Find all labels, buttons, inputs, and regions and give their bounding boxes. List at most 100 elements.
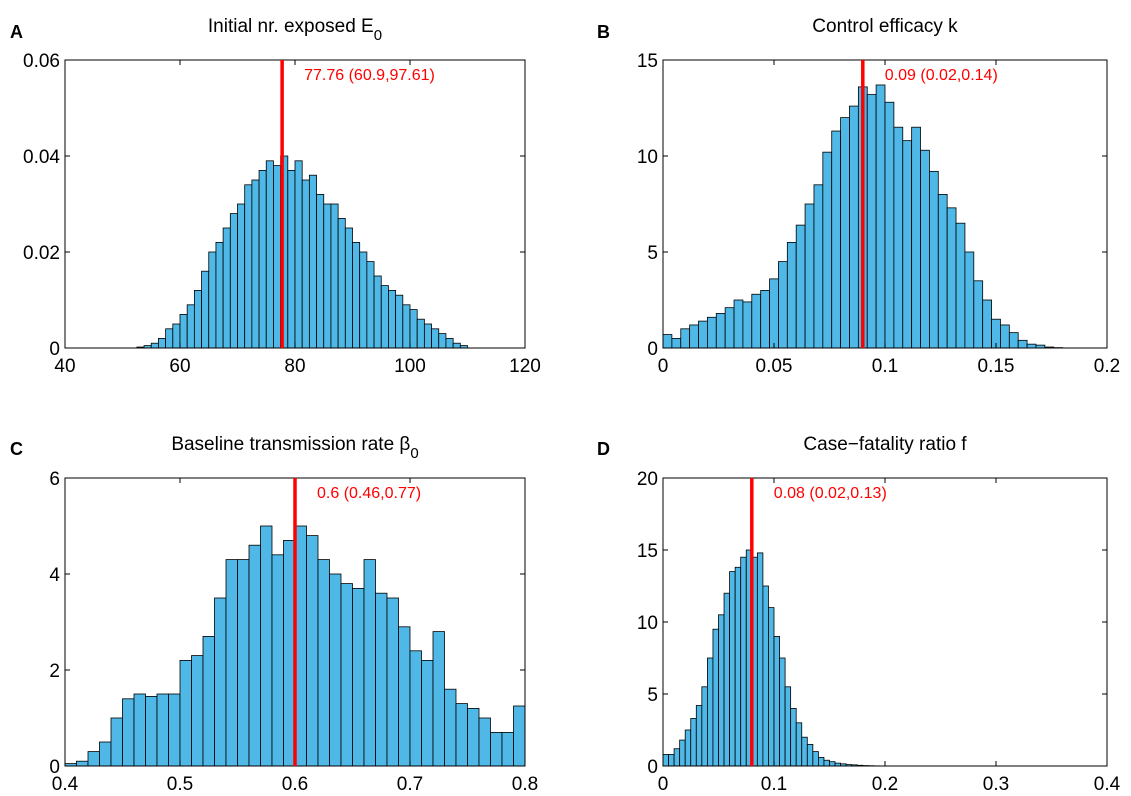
bar — [201, 270, 210, 349]
bar — [1008, 332, 1019, 349]
bar — [260, 525, 273, 767]
bar — [823, 759, 830, 767]
bar — [769, 278, 779, 349]
bar — [409, 650, 422, 767]
bar — [715, 313, 726, 349]
bar — [156, 693, 169, 767]
x-tick-label: 0.4 — [1094, 774, 1121, 795]
bar — [344, 227, 353, 349]
bar — [760, 289, 770, 349]
bar — [409, 309, 418, 349]
bar — [287, 169, 296, 349]
x-tick-label: 0.2 — [872, 774, 898, 795]
bar — [467, 708, 480, 767]
title-subscript: 0 — [374, 27, 382, 44]
bar — [680, 328, 691, 349]
bar — [229, 213, 238, 349]
bar — [363, 559, 376, 767]
bar — [690, 718, 697, 767]
bar — [251, 179, 260, 349]
title-text: Initial nr. exposed E — [208, 16, 374, 37]
bar — [911, 126, 921, 349]
bar — [955, 222, 966, 349]
y-tick-label: 15 — [637, 51, 658, 72]
x-tick-label: 0 — [658, 356, 669, 377]
bar — [707, 316, 717, 349]
bar — [431, 328, 440, 349]
y-tick-label: 0 — [49, 339, 60, 360]
x-tick-label: 0.7 — [397, 774, 423, 795]
bar — [829, 761, 836, 767]
bar — [718, 614, 725, 767]
bar — [740, 556, 747, 767]
bar — [158, 337, 167, 349]
x-tick-label: 40 — [54, 356, 75, 377]
bar — [778, 261, 788, 349]
bar — [812, 751, 819, 767]
chart-title: Control efficacy k — [812, 16, 958, 37]
x-tick-label: 120 — [509, 356, 541, 377]
bar — [271, 554, 284, 767]
bar — [1000, 324, 1010, 349]
title-subscript: 0 — [410, 445, 418, 462]
bar — [513, 705, 526, 767]
panel-label: D — [597, 439, 610, 459]
bar — [340, 583, 353, 767]
bar — [193, 289, 202, 349]
bar — [689, 324, 699, 349]
bar — [306, 535, 319, 767]
annotation: 0.08 (0.02,0.13) — [774, 485, 887, 502]
chart-title: Baseline transmission rate β0 — [171, 434, 418, 462]
y-tick-label: 5 — [647, 685, 658, 706]
y-tick-label: 15 — [637, 541, 658, 562]
bar — [168, 693, 181, 767]
bar — [316, 193, 325, 349]
bar — [875, 84, 886, 349]
bar — [373, 275, 382, 349]
bar — [786, 241, 797, 349]
bar — [679, 739, 686, 767]
bar — [99, 741, 112, 767]
panel-label: A — [10, 22, 23, 42]
annotation: 0.6 (0.46,0.77) — [317, 485, 421, 502]
bar — [237, 203, 246, 349]
bar — [186, 304, 195, 349]
bar — [215, 241, 224, 349]
bar — [701, 686, 708, 767]
y-tick-label: 20 — [637, 469, 658, 490]
bar — [202, 636, 215, 767]
bar — [795, 224, 806, 349]
bar — [729, 571, 736, 767]
bar — [929, 170, 939, 349]
bar — [982, 299, 992, 349]
bar — [671, 337, 682, 349]
bar — [150, 342, 159, 349]
bar — [423, 323, 432, 349]
bar — [352, 241, 361, 349]
title-text: Case−fatality ratio f — [803, 434, 967, 455]
y-tick-label: 6 — [49, 469, 60, 490]
bar — [438, 333, 447, 349]
y-tick-label: 10 — [637, 613, 658, 634]
annotation: 0.09 (0.02,0.14) — [885, 67, 998, 84]
y-tick-label: 0 — [49, 757, 60, 778]
bar — [723, 592, 730, 767]
bar — [712, 628, 719, 767]
y-tick-label: 5 — [647, 243, 658, 264]
bar — [301, 179, 310, 349]
bar — [87, 751, 100, 767]
x-tick-label: 0.2 — [1094, 356, 1120, 377]
bar — [445, 337, 454, 349]
bar — [421, 660, 434, 767]
x-tick-label: 0.1 — [872, 356, 898, 377]
bar — [734, 566, 742, 767]
y-tick-label: 0.02 — [23, 243, 60, 264]
bar — [822, 151, 833, 349]
bar — [317, 559, 330, 767]
bar — [1026, 343, 1037, 349]
bar — [804, 203, 815, 349]
bar — [237, 559, 250, 767]
bar — [698, 320, 708, 349]
bar — [806, 744, 814, 767]
